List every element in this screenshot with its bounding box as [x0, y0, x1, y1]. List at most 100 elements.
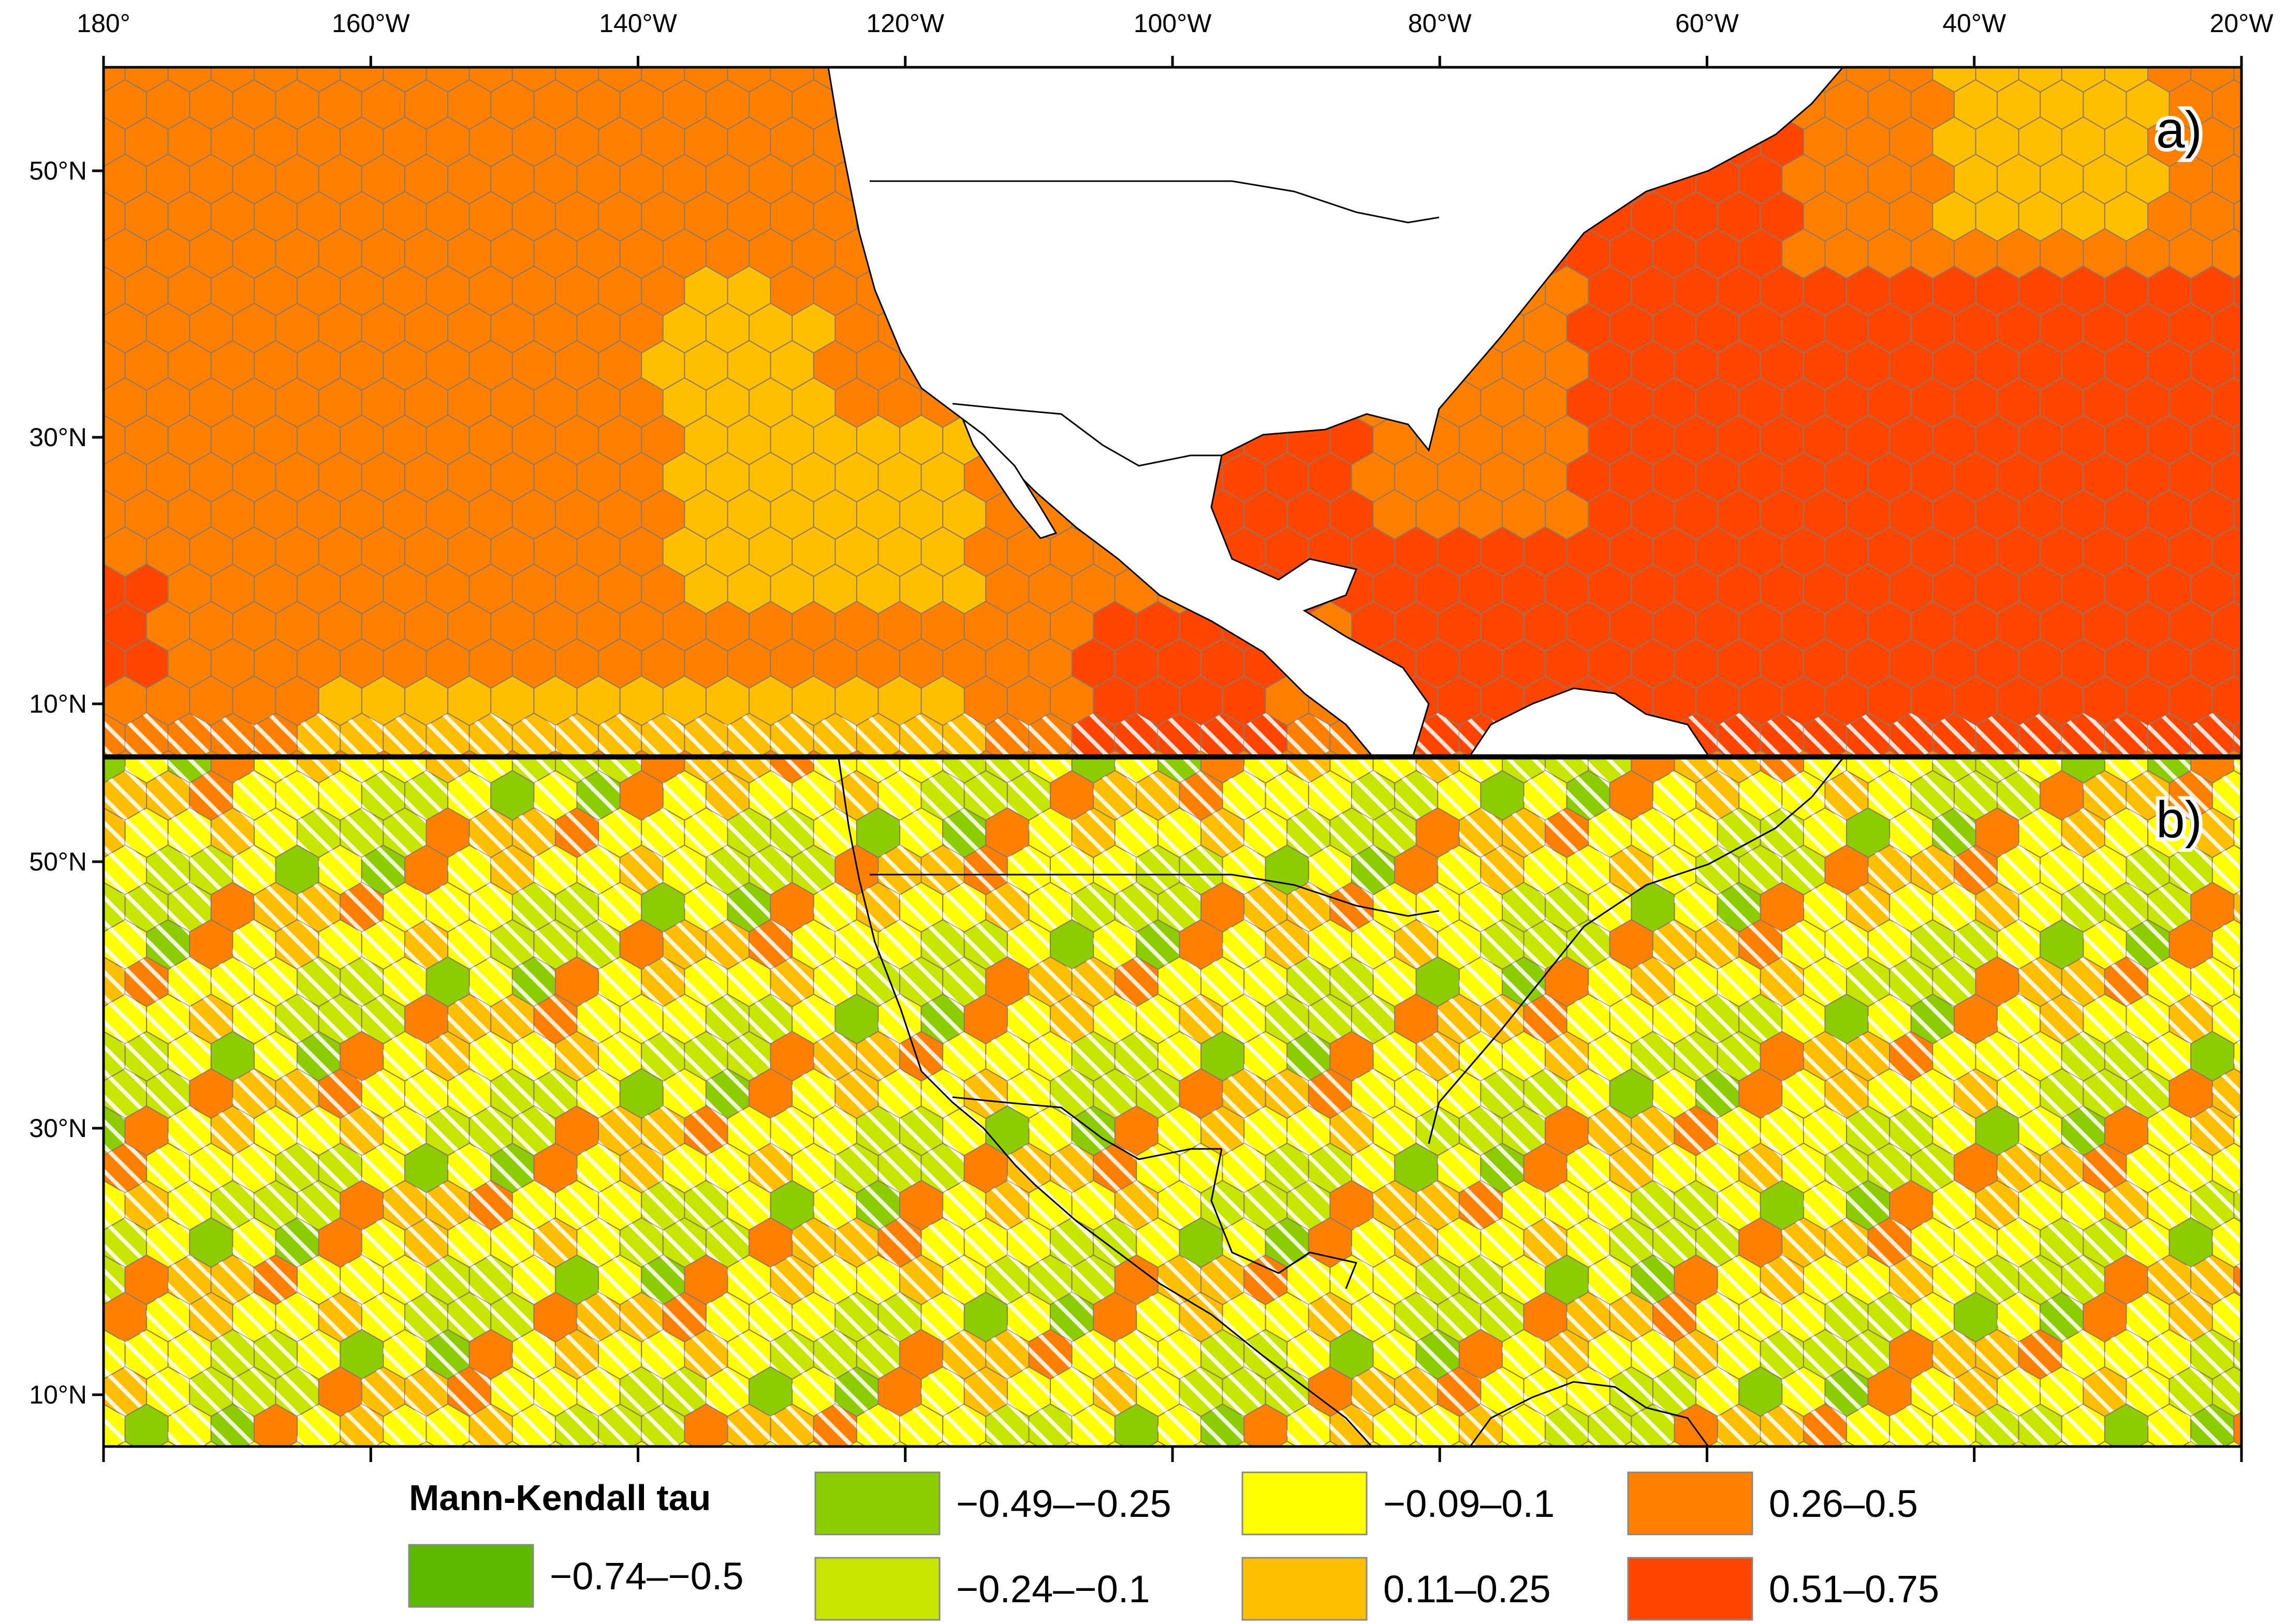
panel-b-hatch	[254, 1031, 298, 1081]
panel-b-hatch	[1007, 845, 1050, 895]
panel-b-hatch	[1502, 1404, 1546, 1446]
panel-b-hatch	[856, 1404, 900, 1446]
panel-b-hatch	[1308, 1143, 1352, 1193]
panel-b-hatch	[1911, 771, 1954, 820]
panel-b-hatch	[1782, 1292, 1825, 1342]
panel-b-hatch	[146, 920, 190, 969]
panel-b-hatch	[835, 1367, 878, 1416]
panel-b-us-mexico-border	[952, 1096, 1222, 1160]
panel-b-hatch	[1352, 994, 1395, 1044]
panel-b-hatch	[104, 1143, 147, 1193]
panel-b-hatch	[2126, 1367, 2170, 1416]
panel-b-hatch	[1050, 994, 1094, 1044]
us-canada-border	[870, 180, 1440, 224]
panel-b-hatch	[813, 1255, 857, 1305]
panel-b-hatch	[189, 1143, 233, 1193]
panel-b-hatch	[2212, 771, 2241, 820]
panel-b-hatch	[1352, 1367, 1395, 1416]
panel-b-hatch	[1050, 1292, 1094, 1342]
x-tick-label-top: 100°W	[1134, 9, 1212, 38]
panel-b-hatch	[1911, 994, 1954, 1044]
panel-b-hatch	[1222, 1143, 1266, 1193]
panel-b-coastlines	[838, 758, 1844, 1446]
panel-b-hatch	[211, 808, 254, 858]
panel-b-hatch	[1050, 845, 1094, 895]
panel-b-north-america-outline	[838, 758, 1373, 1446]
panel-b-hex	[2255, 920, 2286, 969]
x-axis-top: 180° 160°W 140°W 120°W 100°W 80°W 60°W 40°W 20°W	[77, 9, 2274, 67]
panel-b-hatch	[297, 882, 341, 932]
panel-b-hatch	[1975, 1031, 2019, 1081]
panel-b-hatch	[168, 957, 211, 1007]
panel-b-hatch	[1997, 845, 2041, 895]
panel-b-hatch	[2169, 771, 2212, 820]
panel-b-hatch	[792, 1367, 836, 1416]
panel-b-hatch	[2126, 994, 2170, 1044]
panel-b-hatch	[534, 771, 577, 820]
panel-b-hatch	[1782, 1218, 1825, 1267]
panel-b-hatch	[168, 1106, 211, 1156]
panel-b-hatch	[1502, 1255, 1546, 1305]
panel-b-hatch	[189, 771, 233, 820]
panel-b-hatch	[1975, 1255, 2019, 1305]
panel-b-hatch	[813, 1031, 857, 1081]
panel-b-hatch	[1825, 1367, 1868, 1416]
panel-b-hatch	[383, 1255, 427, 1305]
panel-b-hatch	[1954, 845, 1998, 895]
panel-b-hatch	[2126, 1218, 2170, 1267]
panel-b-hatch	[1352, 1218, 1395, 1267]
legend-label: −0.74–−0.5	[550, 1555, 743, 1598]
panel-b-hatch	[1674, 1031, 1718, 1081]
panel-b-hatch	[1760, 1330, 1804, 1379]
panel-b-hatch	[1093, 920, 1137, 969]
panel-b-hatch	[1868, 994, 1911, 1044]
panel-b-hatch	[1523, 920, 1567, 969]
panel-b-hatch	[232, 1367, 276, 1416]
panel-b-hatch	[1157, 1330, 1201, 1379]
panel-b-hatch	[2061, 1106, 2105, 1156]
panel-b-hatch	[1696, 1292, 1739, 1342]
panel-b-hatch	[189, 1367, 233, 1416]
panel-b-hatch	[878, 1069, 921, 1118]
panel-b-hatch	[469, 1180, 512, 1230]
panel-b-hatch	[1136, 1069, 1180, 1118]
legend-swatch	[814, 1471, 941, 1536]
panel-b-hatch	[1653, 771, 1696, 820]
panel-b-hatch	[770, 1330, 814, 1379]
panel-b-hatch	[1782, 1367, 1825, 1416]
panel-b-hatch	[2018, 808, 2062, 858]
panel-b-hatch	[1072, 1255, 1115, 1305]
panel-b-hatch	[1889, 882, 1933, 932]
panel-b-hatch	[1115, 1031, 1158, 1081]
panel-b-hatch	[146, 994, 190, 1044]
panel-b-hatch	[1932, 1180, 1976, 1230]
panel-b-hatch	[361, 994, 405, 1044]
panel-b-hatch	[986, 1255, 1029, 1305]
panel-b-hatch	[2169, 845, 2212, 895]
panel-b-hatch	[684, 808, 728, 858]
panel-b-hatch	[1352, 1069, 1395, 1118]
panel-b-hatch	[2061, 1404, 2105, 1446]
panel-b-hatch	[1093, 845, 1137, 895]
panel-b-hatch	[1588, 882, 1632, 932]
panel-b-hatch	[361, 1069, 405, 1118]
panel-b-hatch	[749, 1292, 793, 1342]
panel-b-hatch	[340, 1106, 384, 1156]
panel-b-hatch	[2234, 890, 2241, 924]
panel-b-hatch	[1093, 1218, 1137, 1267]
panel-b-hatch	[297, 1255, 341, 1305]
panel-b-hatch	[104, 1330, 125, 1379]
panel-b-hatch	[211, 1404, 254, 1446]
panel-b-hatch	[770, 1255, 814, 1305]
panel-b-hatch	[1395, 1292, 1438, 1342]
panel-b-hatch	[641, 957, 685, 1007]
panel-b-hatch	[555, 1180, 599, 1230]
panel-b-hatch	[684, 1031, 728, 1081]
panel-b-hatch	[663, 1292, 706, 1342]
panel-b-hatch	[1502, 1106, 1546, 1156]
panel-b-hatch	[1265, 994, 1309, 1044]
panel-b-hatch	[1825, 771, 1868, 820]
panel-b-hatch	[792, 845, 836, 895]
panel-b-hatch	[1481, 845, 1524, 895]
panel-b-hatch	[1997, 1367, 2041, 1416]
